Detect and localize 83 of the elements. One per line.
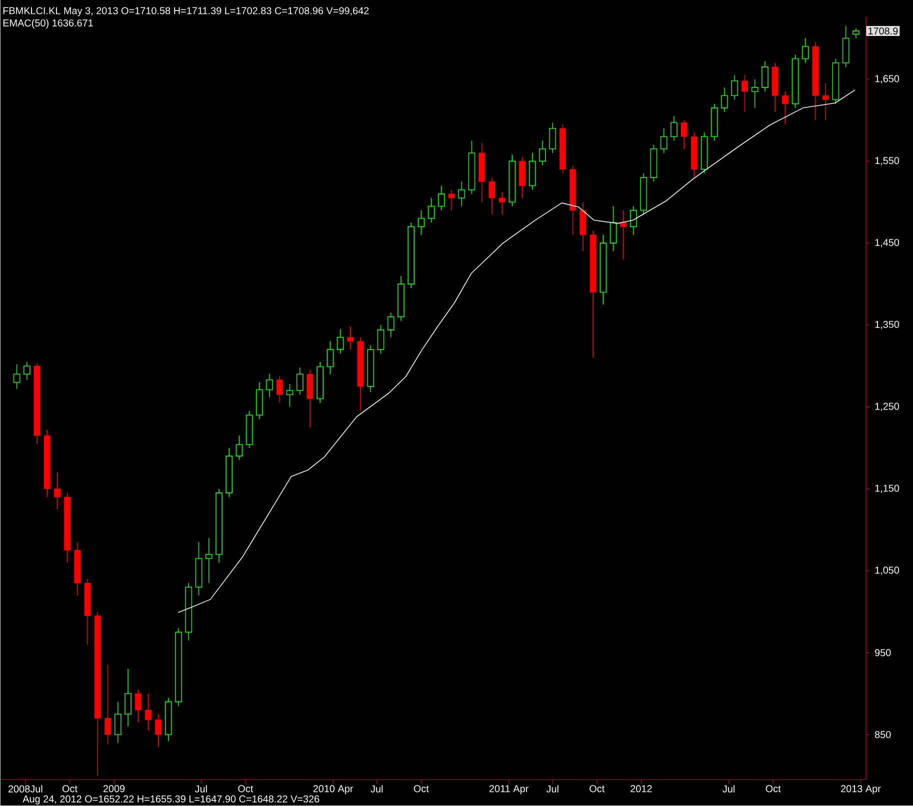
x-tick-label: Oct xyxy=(238,785,254,792)
candlestick xyxy=(458,181,466,207)
candlestick xyxy=(144,693,152,732)
x-tick-label: 2011 Apr xyxy=(489,785,528,794)
candlestick xyxy=(721,87,728,113)
annotation: 1708.9 xyxy=(868,28,898,35)
x-tick-label: Oct xyxy=(414,785,429,792)
candlestick xyxy=(670,116,678,142)
candlestick xyxy=(731,74,738,100)
x-tick-label: Jul xyxy=(370,785,383,793)
candlestick xyxy=(812,42,819,121)
y-tick-label: 1,050 xyxy=(875,566,900,576)
candlestick xyxy=(852,28,860,39)
candlestick xyxy=(306,370,314,428)
x-tick-label: 2012 xyxy=(630,785,652,792)
candlestick xyxy=(54,472,60,510)
candlestick xyxy=(549,122,556,154)
candlestick xyxy=(114,702,122,744)
candlestick xyxy=(590,230,596,358)
candlestick xyxy=(478,142,486,203)
candlestick xyxy=(226,448,233,498)
x-tick-label: Jul xyxy=(722,785,735,793)
candlestick xyxy=(782,91,788,125)
x-tick-label: Oct xyxy=(766,785,781,792)
candlestick xyxy=(680,120,688,150)
candlestick xyxy=(175,628,182,706)
candlestick xyxy=(438,186,445,211)
candlestick xyxy=(134,689,142,723)
x-tick-label: Oct xyxy=(62,785,78,792)
candlestick xyxy=(488,177,496,215)
candlestick xyxy=(84,578,91,646)
candlestick xyxy=(164,698,172,742)
y-tick-label: 1,450 xyxy=(875,239,900,248)
candlestick xyxy=(448,190,455,211)
x-tick-label: 2008Jul xyxy=(8,785,42,793)
candlestick xyxy=(580,202,586,252)
candlestick xyxy=(23,362,30,380)
candlestick xyxy=(347,326,354,350)
candlestick xyxy=(408,222,414,289)
candlestick xyxy=(398,276,404,322)
candlestick xyxy=(539,140,546,166)
text: EMAC(50) 1636.671 xyxy=(3,19,93,29)
candlestick xyxy=(528,152,536,190)
x-tick-label: Jul xyxy=(546,785,558,793)
candlestick xyxy=(104,664,111,745)
x-tick-label: Oct xyxy=(590,785,605,792)
candlestick xyxy=(630,206,637,236)
candlestick xyxy=(710,104,718,142)
candlestick xyxy=(296,367,304,396)
candlestick xyxy=(266,374,273,398)
candlestick xyxy=(620,210,627,260)
x-tick-label: 2013 Apr xyxy=(841,785,881,794)
line-series xyxy=(178,90,856,614)
candlestick xyxy=(216,488,222,564)
candlestick xyxy=(276,376,283,404)
y-tick-label: 950 xyxy=(875,649,891,656)
candlestick xyxy=(124,668,132,727)
y-tick-label: 850 xyxy=(874,731,891,738)
candlestick xyxy=(357,337,364,412)
x-tick-label: 2009 xyxy=(103,785,125,792)
candlestick xyxy=(205,538,212,584)
y-tick-label: 1,250 xyxy=(875,402,900,412)
text: Aug 24, 2012 O=1652.22 H=1655.39 L=1647.90 C=1648.22 V=326 xyxy=(22,796,320,805)
chart-title: FBMKLCI.KL May 3, 2013 O=1710.58 H=1711.39 L=1702.83 C=1708.96 V=99,642 xyxy=(3,7,369,16)
candlestick xyxy=(74,542,81,596)
candlestick xyxy=(367,345,374,393)
candlestick xyxy=(761,60,768,92)
candlestick xyxy=(802,38,809,64)
y-tick-label: 1,550 xyxy=(875,157,900,166)
candlestick xyxy=(256,382,263,420)
candlestick xyxy=(640,173,648,215)
candlestick xyxy=(34,363,40,444)
candlestick xyxy=(822,83,829,121)
candlestick xyxy=(498,192,506,215)
candlestick xyxy=(44,430,50,498)
candlestick xyxy=(772,62,778,113)
y-tick-label: 1,350 xyxy=(875,321,900,330)
y-tick-label: 1,650 xyxy=(875,75,900,84)
candlestick xyxy=(185,582,192,641)
x-tick-label: 2010 Apr xyxy=(313,785,354,794)
candlestick xyxy=(316,362,324,404)
x-tick-label: Jul xyxy=(194,785,207,793)
y-tick-label: 1,150 xyxy=(875,484,900,494)
